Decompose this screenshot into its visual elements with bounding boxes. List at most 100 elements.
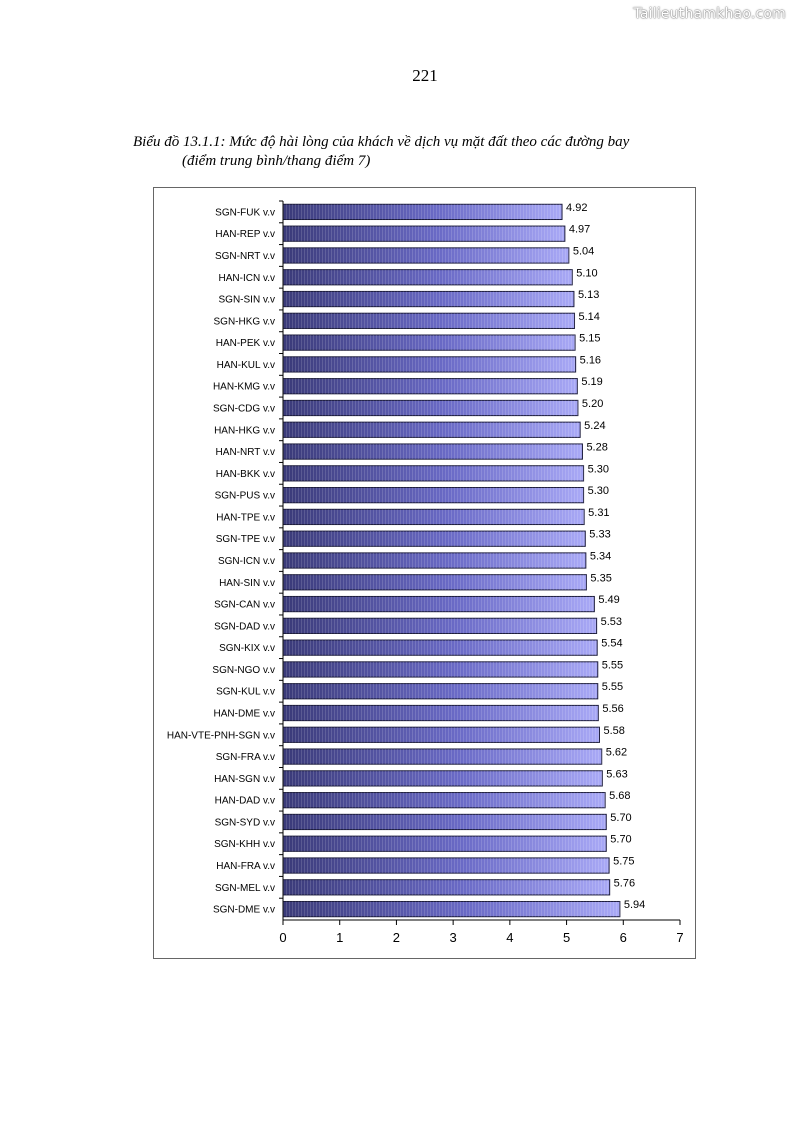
bar-texture-7 xyxy=(283,356,576,373)
value-label-23: 5.56 xyxy=(602,703,623,715)
value-label-24: 5.58 xyxy=(603,725,624,737)
value-label-27: 5.68 xyxy=(609,790,630,802)
value-label-21: 5.55 xyxy=(602,659,623,671)
value-label-11: 5.28 xyxy=(586,442,607,454)
axes-group: SGN-FUK v.v 4.92 HAN-REP v.v 4.97 SGN-NRT v.… xyxy=(167,200,684,945)
bar-texture-29 xyxy=(283,836,607,852)
value-label-31: 5.76 xyxy=(614,877,635,889)
bar-texture-24 xyxy=(283,727,600,743)
value-label-29: 5.70 xyxy=(610,834,631,846)
category-label-29: SGN-KHH v.v xyxy=(214,839,275,850)
bar-texture-3 xyxy=(283,269,573,285)
category-label-14: HAN-TPE v.v xyxy=(216,512,275,523)
bar-texture-21 xyxy=(283,661,598,678)
value-label-13: 5.30 xyxy=(588,485,609,497)
value-label-15: 5.33 xyxy=(589,529,610,541)
bar-texture-27 xyxy=(283,792,606,808)
bar-texture-17 xyxy=(283,574,587,590)
category-label-23: HAN-DME v.v xyxy=(214,709,275,720)
category-label-20: SGN-KIX v.v xyxy=(219,643,275,654)
caption-line-2: (điểm trung bình/thang điểm 7) xyxy=(182,153,371,169)
category-label-18: SGN-CAN v.v xyxy=(214,600,275,611)
value-label-12: 5.30 xyxy=(588,463,609,475)
chart-caption: Biểu đồ 13.1.1: Mức độ hài lòng của khác… xyxy=(133,133,753,171)
caption-line-1: Biểu đồ 13.1.1: Mức độ hài lòng của khác… xyxy=(133,134,630,150)
category-label-17: HAN-SIN v.v xyxy=(219,578,275,589)
bar-texture-25 xyxy=(283,748,602,765)
category-label-4: SGN-SIN v.v xyxy=(219,295,275,306)
category-label-32: SGN-DME v.v xyxy=(213,905,275,916)
value-label-8: 5.19 xyxy=(581,376,602,388)
category-label-11: HAN-NRT v.v xyxy=(216,447,275,458)
value-label-26: 5.63 xyxy=(606,768,627,780)
value-label-22: 5.55 xyxy=(602,681,623,693)
x-tick-label-3: 3 xyxy=(450,930,457,945)
category-label-15: SGN-TPE v.v xyxy=(216,534,275,545)
category-label-24: HAN-VTE-PNH-SGN v.v xyxy=(167,730,275,741)
category-label-8: HAN-KMG v.v xyxy=(213,382,275,393)
category-label-21: SGN-NGO v.v xyxy=(212,665,275,676)
page-number: 221 xyxy=(412,66,438,85)
value-label-2: 5.04 xyxy=(573,245,594,257)
bar-texture-28 xyxy=(283,814,607,830)
bar-texture-32 xyxy=(283,901,620,917)
bar-texture-13 xyxy=(283,487,584,503)
category-label-26: HAN-SGN v.v xyxy=(214,774,275,785)
value-label-16: 5.34 xyxy=(590,551,611,563)
category-label-3: HAN-ICN v.v xyxy=(219,273,275,284)
bar-texture-1 xyxy=(283,226,565,242)
value-label-0: 4.92 xyxy=(566,202,587,214)
category-label-7: HAN-KUL v.v xyxy=(217,360,275,371)
bar-texture-16 xyxy=(283,552,586,569)
bar-texture-15 xyxy=(283,531,586,547)
bar-texture-31 xyxy=(283,879,610,895)
category-label-27: HAN-DAD v.v xyxy=(215,796,275,807)
value-label-9: 5.20 xyxy=(582,398,603,410)
bar-texture-18 xyxy=(283,596,595,612)
bar-texture-14 xyxy=(283,509,585,525)
x-tick-label-7: 7 xyxy=(676,930,683,945)
chart-frame: SGN-FUK v.v 4.92 HAN-REP v.v 4.97 SGN-NRT v.… xyxy=(153,187,696,959)
value-label-3: 5.10 xyxy=(576,267,597,279)
category-label-19: SGN-DAD v.v xyxy=(214,621,275,632)
category-label-12: HAN-BKK v.v xyxy=(216,469,275,480)
value-label-10: 5.24 xyxy=(584,420,605,432)
category-label-16: SGN-ICN v.v xyxy=(218,556,275,567)
bar-texture-19 xyxy=(283,618,597,634)
bar-texture-5 xyxy=(283,313,575,329)
value-label-1: 4.97 xyxy=(569,224,590,236)
category-label-10: HAN-HKG v.v xyxy=(214,425,275,436)
value-label-32: 5.94 xyxy=(624,899,645,911)
value-label-18: 5.49 xyxy=(598,594,619,606)
value-label-25: 5.62 xyxy=(606,747,627,759)
bar-chart: SGN-FUK v.v 4.92 HAN-REP v.v 4.97 SGN-NRT v.… xyxy=(167,200,684,945)
category-label-9: SGN-CDG v.v xyxy=(213,403,275,414)
bar-texture-20 xyxy=(283,640,598,656)
bar-texture-8 xyxy=(283,378,578,394)
bar-texture-12 xyxy=(283,465,584,481)
value-label-30: 5.75 xyxy=(613,856,634,868)
value-label-17: 5.35 xyxy=(590,572,611,584)
value-label-4: 5.13 xyxy=(578,289,599,301)
category-label-30: HAN-FRA v.v xyxy=(216,861,275,872)
bar-texture-6 xyxy=(283,334,576,351)
bar-texture-2 xyxy=(283,247,569,264)
bar-texture-4 xyxy=(283,291,574,307)
bar-texture-9 xyxy=(283,400,578,416)
category-label-1: HAN-REP v.v xyxy=(215,229,275,240)
watermark-text: Tailieuthamkhao.com xyxy=(633,6,786,22)
value-label-6: 5.15 xyxy=(579,333,600,345)
x-tick-label-2: 2 xyxy=(393,930,400,945)
x-tick-label-6: 6 xyxy=(620,930,627,945)
category-label-0: SGN-FUK v.v xyxy=(215,207,275,218)
value-label-19: 5.53 xyxy=(601,616,622,628)
category-label-28: SGN-SYD v.v xyxy=(215,817,275,828)
x-tick-label-4: 4 xyxy=(506,930,513,945)
value-label-28: 5.70 xyxy=(610,812,631,824)
x-tick-label-0: 0 xyxy=(279,930,286,945)
x-tick-label-1: 1 xyxy=(336,930,343,945)
bars-group xyxy=(282,203,621,918)
bar-texture-11 xyxy=(283,443,583,460)
value-label-7: 5.16 xyxy=(580,354,601,366)
value-label-20: 5.54 xyxy=(601,638,622,650)
